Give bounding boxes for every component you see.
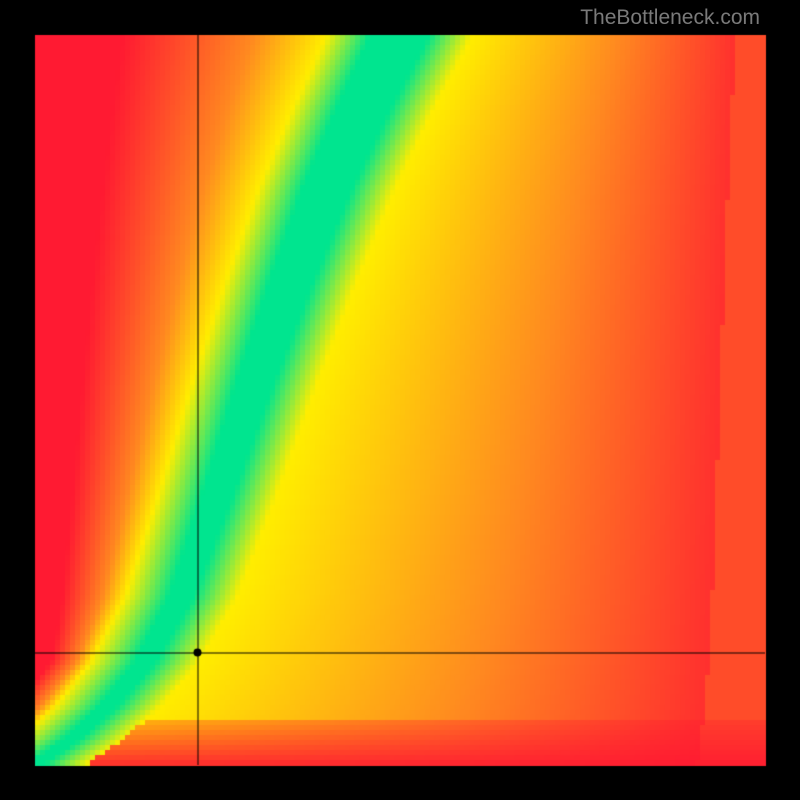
chart-container: TheBottleneck.com — [0, 0, 800, 800]
watermark-text: TheBottleneck.com — [580, 6, 760, 30]
bottleneck-heatmap — [0, 0, 800, 800]
